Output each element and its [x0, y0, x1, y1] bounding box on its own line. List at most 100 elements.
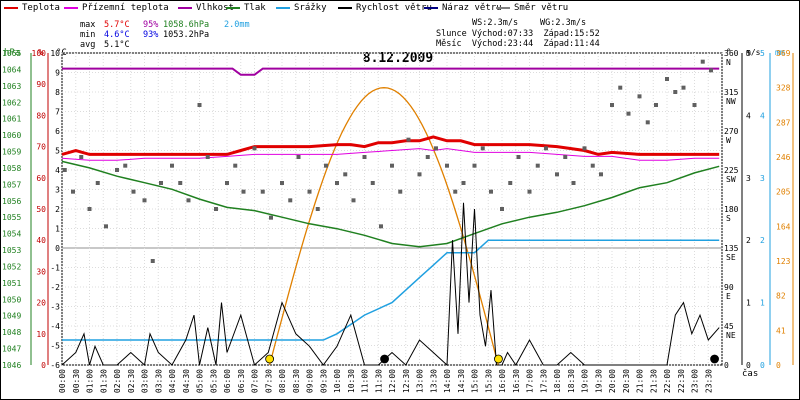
legend-item: Tlak — [226, 3, 266, 13]
rain-tick-label: 3 — [760, 174, 765, 183]
wind-direction-point — [590, 163, 595, 168]
legend-label: Směr větru — [514, 3, 569, 13]
x-tick-label: 05:30 — [209, 369, 218, 393]
wind-direction-point — [645, 120, 650, 125]
humidity-tick-label: 50 — [36, 205, 46, 214]
wind-direction-point — [637, 94, 642, 99]
wind-direction-point — [681, 85, 686, 90]
legend-swatch — [178, 6, 192, 9]
wind-direction-point — [315, 207, 320, 211]
rain-tick-label: 0 — [760, 361, 765, 370]
sun-tick-label: 0 — [776, 361, 781, 370]
wind-direction-point — [296, 155, 301, 159]
humidity-tick-label: 60 — [36, 174, 46, 183]
legend-item: Vlhkost — [178, 3, 234, 13]
teplota-series-line — [61, 135, 720, 156]
pressure-unit: hPa — [4, 48, 20, 58]
pressure-tick-label: 1050 — [2, 295, 21, 304]
x-tick-label: 21:00 — [636, 369, 645, 393]
moonrise-marker — [710, 354, 719, 364]
wind-direction-point — [87, 207, 92, 211]
x-tick-label: 12:30 — [402, 369, 411, 393]
temperature-tick-label: 7 — [55, 108, 60, 117]
legend-item: Náraz větru — [424, 3, 502, 13]
pressure-tick-label: 1051 — [2, 279, 21, 288]
wind-direction-point — [445, 163, 449, 168]
temperature-tick-label: -2 — [50, 283, 60, 292]
pressure-tick-label: 1047 — [2, 345, 21, 354]
x-tick-label: 13:00 — [416, 369, 425, 393]
sun-tick-label: 369 — [776, 49, 791, 58]
direction-tick-label: 135 — [724, 244, 739, 253]
sun-tick-label: 164 — [776, 222, 791, 231]
x-tick-label: 09:00 — [306, 369, 315, 393]
wind-tick-label: 2 — [746, 236, 751, 245]
vlhkost-series-line — [62, 67, 720, 76]
stat-min-press: 1053.2hPa — [163, 30, 210, 40]
x-tick-label: 06:00 — [223, 369, 232, 393]
x-tick-label: 08:30 — [292, 369, 301, 393]
wind-direction-point — [516, 155, 521, 159]
wind-direction-point — [709, 68, 713, 73]
temperature-tick-label: 3 — [55, 186, 60, 195]
pressure-tick-label: 1048 — [2, 328, 21, 337]
humidity-tick-label: 100 — [32, 49, 47, 58]
stat-ws: WS:2.3m/s — [472, 18, 519, 28]
wind-tick-label: 3 — [746, 174, 751, 183]
direction-tick-compass: NW — [726, 97, 736, 106]
pressure-tick-label: 1059 — [2, 148, 21, 157]
wind-direction-point — [599, 172, 603, 177]
temperature-tick-label: 9 — [55, 69, 60, 78]
wind-direction-point — [626, 111, 631, 116]
pressure-tick-label: 1057 — [2, 180, 21, 189]
temperature-tick-label: 6 — [55, 127, 60, 136]
wind-direction-point — [335, 181, 339, 185]
x-tick-label: 15:30 — [484, 369, 493, 393]
p-zemn-teplota-series-line — [61, 148, 720, 161]
stat-max-hum: 95% — [143, 20, 159, 30]
direction-tick-compass: SE — [726, 253, 736, 262]
sun-elevation-curve — [268, 87, 499, 366]
direction-tick-compass: S — [726, 214, 731, 223]
x-tick-label: 00:00 — [58, 369, 67, 393]
stat-avg-temp: 5.1°C — [104, 40, 130, 50]
temperature-tick-label: 2 — [55, 205, 60, 214]
x-tick-label: 14:30 — [457, 369, 466, 393]
stat-max-press: 1058.6hPa — [163, 20, 210, 30]
x-tick-label: 11:00 — [361, 369, 370, 393]
x-tick-label: 19:00 — [581, 369, 590, 393]
sr-ky-series-line — [62, 239, 720, 341]
x-tick-label: 06:30 — [237, 369, 246, 393]
pressure-tick-label: 1056 — [2, 197, 21, 206]
wind-direction-point — [390, 163, 394, 168]
pressure-tick-label: 1062 — [2, 98, 21, 107]
pressure-tick-label: 1052 — [2, 262, 21, 271]
direction-tick-label: 270 — [724, 127, 739, 136]
wind-direction-point — [571, 181, 576, 185]
x-tick-label: 05:00 — [196, 369, 205, 393]
legend-swatch — [338, 6, 352, 9]
wind-direction-point — [461, 181, 466, 185]
direction-tick-label: 0 — [724, 361, 729, 370]
stat-min-hum: 93% — [143, 30, 159, 40]
wind-direction-point — [197, 103, 202, 107]
x-tick-label: 11:30 — [374, 369, 383, 393]
rain-tick-label: 1 — [760, 299, 765, 308]
x-tick-label: 16:30 — [512, 369, 521, 393]
wind-direction-point — [379, 224, 383, 229]
wind-direction-point — [673, 90, 678, 94]
wind-unit: m/s — [746, 48, 761, 57]
humidity-tick-label: 40 — [36, 236, 46, 245]
x-tick-label: 14:00 — [443, 369, 452, 393]
wind-direction-point — [205, 155, 210, 159]
x-tick-label: 16:00 — [498, 369, 507, 393]
legend-label: Tlak — [244, 3, 266, 13]
wind-tick-label: 0 — [746, 361, 751, 370]
x-tick-label: 04:00 — [168, 369, 177, 393]
wind-direction-point — [472, 163, 477, 168]
x-tick-label: 10:30 — [347, 369, 356, 393]
wind-direction-point — [362, 155, 367, 159]
wind-direction-point — [252, 146, 257, 151]
wind-direction-point — [269, 215, 273, 220]
x-tick-label: 13:30 — [429, 369, 438, 393]
